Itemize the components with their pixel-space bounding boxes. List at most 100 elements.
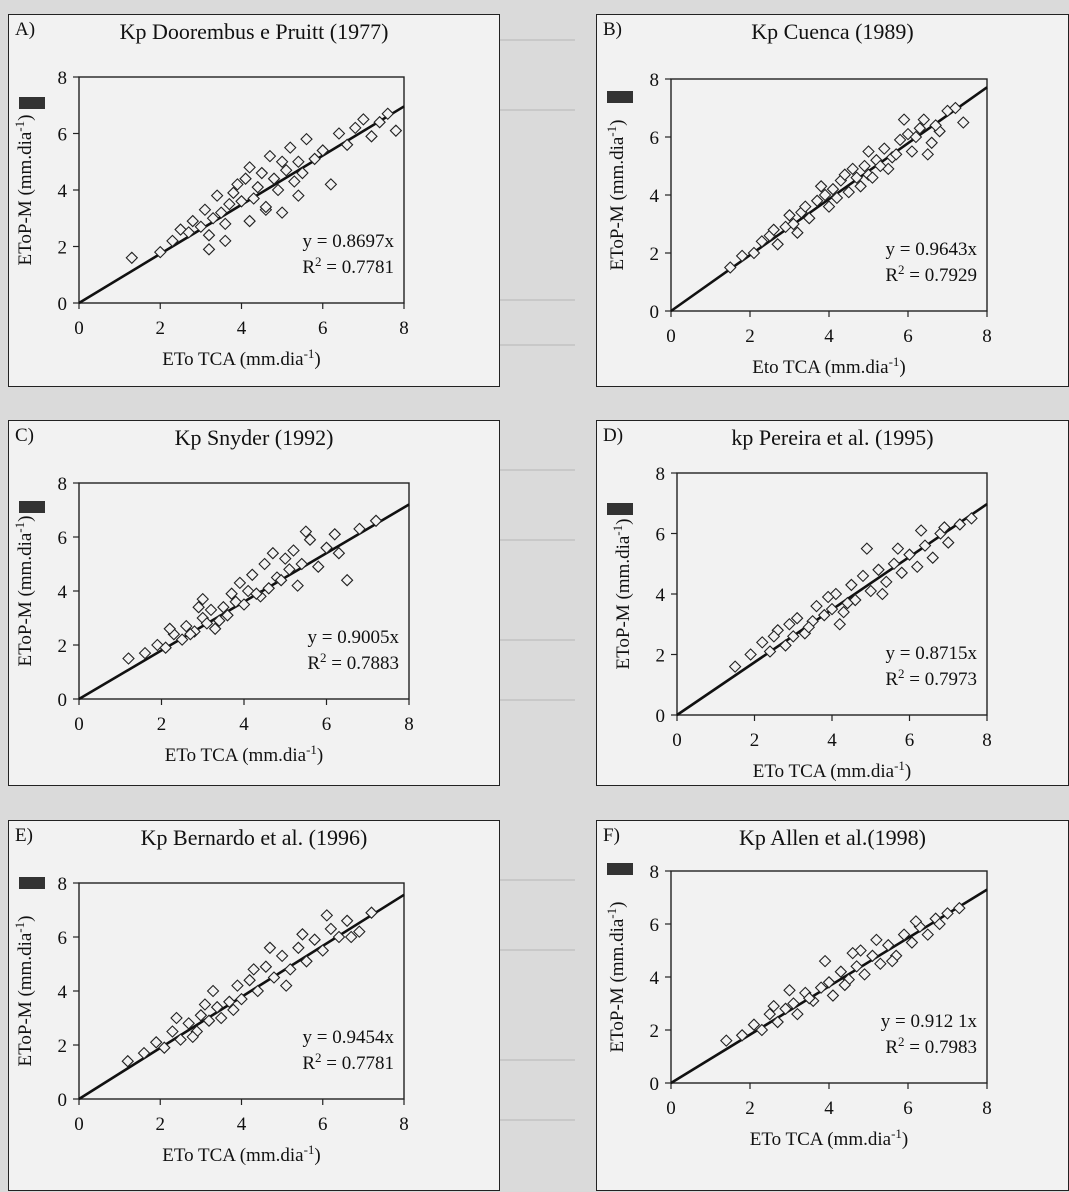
y-tick-label: 6 bbox=[58, 528, 68, 549]
data-point bbox=[166, 1025, 179, 1038]
data-point bbox=[262, 582, 276, 595]
y-tick-label: 4 bbox=[650, 968, 660, 989]
data-point bbox=[283, 563, 296, 576]
scatter-plot: 0 2 4 6 8 0 2 4 6 8 Eto TCA (mm.dia-1) EToP-M (mm.d… bbox=[604, 70, 992, 378]
data-point bbox=[874, 159, 887, 173]
chart-panel-f: F) Kp Allen et al.(1998) 0 2 4 6 8 0 2 4 6 8 ETo T… bbox=[596, 820, 1069, 1191]
y-tick-label: 0 bbox=[58, 294, 68, 315]
chart-panel-d: D) kp Pereira et al. (1995) 0 2 4 6 8 0 2 4 6 8 ET… bbox=[596, 420, 1069, 786]
scatter-plot: 0 2 4 6 8 0 2 4 6 8 ETo TCA (mm.dia-1) EToP-M (mm.d… bbox=[12, 874, 409, 1166]
data-point bbox=[897, 928, 911, 941]
data-point bbox=[186, 1030, 200, 1044]
data-point bbox=[822, 200, 836, 213]
data-point bbox=[328, 528, 342, 541]
x-axis-label-close: ) bbox=[902, 1129, 908, 1150]
data-point bbox=[149, 1036, 163, 1049]
y-axis-label-close: ) bbox=[15, 115, 36, 121]
chart-panel-c: C) Kp Snyder (1992) 0 2 4 6 8 0 2 4 6 8 ETo TCA (m… bbox=[8, 420, 500, 786]
data-point bbox=[917, 113, 931, 126]
data-point bbox=[369, 514, 383, 528]
data-point bbox=[324, 922, 338, 936]
x-tick-label: 0 bbox=[74, 714, 84, 735]
x-axis-label-close: ) bbox=[314, 1145, 320, 1166]
x-tick-label: 2 bbox=[745, 326, 755, 347]
data-point bbox=[279, 979, 293, 992]
panel-title: Kp Doorembus e Pruitt (1977) bbox=[119, 19, 389, 44]
data-point bbox=[791, 226, 804, 239]
x-tick-label: 4 bbox=[237, 1114, 247, 1135]
data-point bbox=[720, 1034, 733, 1047]
x-axis-label-close: ) bbox=[905, 761, 911, 782]
data-point bbox=[299, 525, 313, 538]
data-point bbox=[889, 148, 903, 161]
data-point bbox=[858, 968, 871, 981]
data-point bbox=[259, 200, 273, 214]
data-point bbox=[275, 949, 289, 963]
x-tick-label: 8 bbox=[982, 1098, 992, 1119]
x-tick-label: 4 bbox=[824, 1098, 834, 1119]
data-point bbox=[292, 155, 305, 169]
scatter-plot: 0 2 4 6 8 0 2 4 6 8 ETo TCA (mm.dia-1) EToP-M (mm.d… bbox=[12, 474, 414, 766]
data-point bbox=[198, 998, 212, 1011]
data-point bbox=[763, 1007, 777, 1021]
r-squared-label: R2 = 0.7983 bbox=[885, 1034, 977, 1058]
data-point bbox=[200, 617, 214, 630]
data-point bbox=[179, 619, 193, 633]
data-point bbox=[897, 113, 911, 126]
y-tick-label: 6 bbox=[650, 915, 660, 936]
data-point bbox=[279, 163, 293, 177]
r-squared-superscript: 2 bbox=[898, 666, 905, 681]
data-point bbox=[202, 243, 216, 256]
data-point bbox=[283, 963, 297, 976]
data-point bbox=[365, 906, 378, 919]
x-tick-label: 4 bbox=[237, 318, 247, 339]
data-point bbox=[837, 605, 850, 619]
data-point bbox=[247, 192, 260, 205]
r-squared-value: = 0.7973 bbox=[905, 669, 977, 690]
data-point bbox=[850, 171, 863, 184]
data-point bbox=[340, 914, 354, 928]
data-point bbox=[921, 928, 935, 941]
data-point bbox=[802, 211, 816, 225]
data-point bbox=[814, 981, 828, 994]
data-point bbox=[291, 579, 304, 592]
data-point bbox=[300, 955, 313, 968]
r-squared-value: = 0.7781 bbox=[322, 257, 394, 278]
y-tick-label: 4 bbox=[58, 181, 68, 202]
x-tick-label: 8 bbox=[399, 318, 409, 339]
data-point bbox=[223, 197, 236, 211]
y-axis-label-superscript: -1 bbox=[12, 522, 27, 533]
data-point bbox=[895, 566, 909, 580]
data-point bbox=[810, 599, 823, 613]
data-point bbox=[225, 587, 238, 600]
data-point bbox=[308, 933, 321, 946]
data-point bbox=[202, 228, 216, 242]
y-axis-label: EToP-M (mm.dia-1) bbox=[604, 902, 628, 1053]
x-axis-label: ETo TCA (mm.dia-1) bbox=[162, 1142, 321, 1166]
data-point bbox=[779, 639, 792, 652]
y-axis-label-close: ) bbox=[15, 916, 36, 922]
data-point bbox=[810, 194, 824, 208]
data-point bbox=[821, 590, 835, 604]
r-squared-value: = 0.7781 bbox=[322, 1053, 394, 1074]
data-point bbox=[747, 246, 761, 260]
y-tick-label: 8 bbox=[656, 464, 666, 485]
r-squared-label: R2 = 0.7781 bbox=[302, 254, 394, 278]
y-axis-label: EToP-M (mm.dia-1) bbox=[604, 120, 628, 271]
panel-letter: D) bbox=[603, 425, 624, 446]
x-tick-label: 0 bbox=[672, 730, 682, 751]
data-point bbox=[767, 630, 781, 643]
data-point bbox=[833, 617, 847, 631]
data-point bbox=[214, 206, 228, 219]
y-tick-label: 4 bbox=[656, 585, 666, 606]
data-point bbox=[251, 180, 265, 194]
data-point bbox=[255, 166, 269, 180]
x-axis-label-superscript: -1 bbox=[894, 758, 905, 773]
data-point bbox=[210, 1000, 224, 1014]
data-point bbox=[893, 133, 907, 147]
data-point bbox=[903, 548, 916, 561]
data-point bbox=[283, 141, 297, 154]
x-axis-label-superscript: -1 bbox=[306, 742, 317, 757]
panel-letter: A) bbox=[15, 19, 36, 40]
data-point bbox=[300, 132, 313, 146]
